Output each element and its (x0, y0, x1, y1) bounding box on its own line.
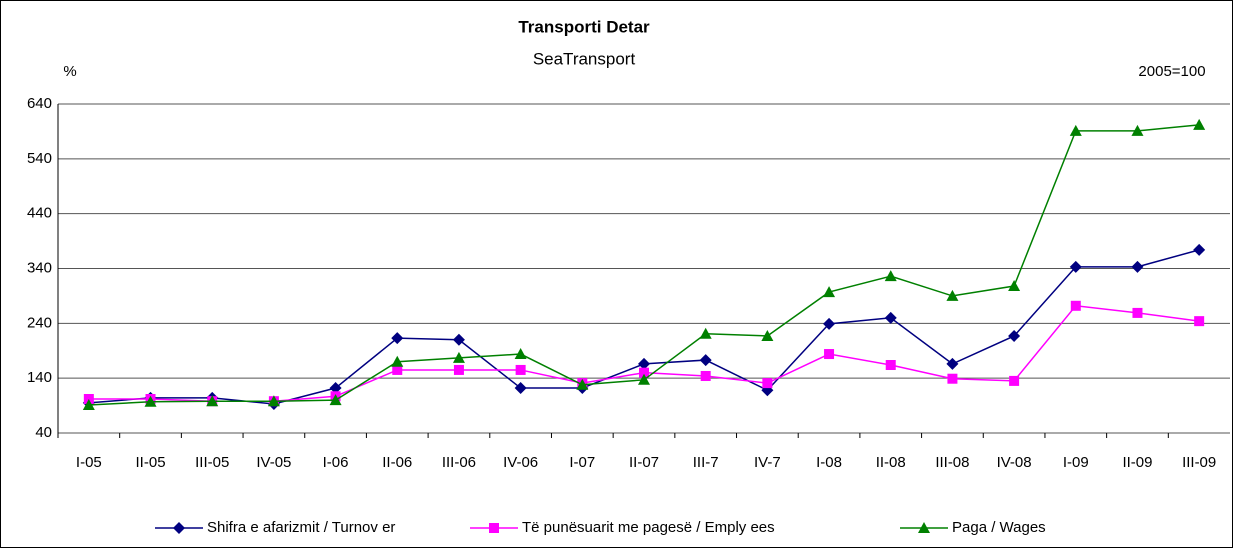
y-tick-label: 640 (27, 95, 52, 112)
x-tick-label: I-08 (816, 454, 842, 471)
marker (1193, 243, 1206, 256)
chart-title: Transporti Detar (518, 17, 650, 36)
marker (824, 349, 835, 360)
marker (1009, 375, 1020, 386)
y-tick-label: 540 (27, 150, 52, 167)
annotation: 2005=100 (1138, 63, 1205, 80)
marker (329, 394, 342, 406)
x-tick-label: II-06 (382, 454, 412, 471)
marker (1131, 124, 1144, 136)
legend-label: Shifra e afarizmit / Turnov er (207, 519, 395, 536)
y-tick-label: 140 (27, 369, 52, 386)
legend-label: Të punësuarit me pagesë / Emply ees (522, 519, 775, 536)
marker (885, 360, 896, 371)
marker (1193, 118, 1206, 130)
marker (514, 382, 527, 395)
marker (514, 348, 527, 360)
marker (1132, 307, 1143, 318)
marker (206, 395, 219, 407)
marker (1131, 260, 1144, 273)
marker (267, 395, 280, 407)
x-tick-label: IV-7 (754, 454, 781, 471)
x-tick-label: III-05 (195, 454, 229, 471)
marker (453, 364, 464, 375)
marker (515, 364, 526, 375)
x-tick-label: II-05 (136, 454, 166, 471)
marker (1008, 280, 1021, 292)
legend-label: Paga / Wages (952, 519, 1046, 536)
marker (823, 317, 836, 330)
marker (391, 355, 404, 367)
marker (884, 270, 897, 282)
marker (823, 286, 836, 298)
y-tick-label: 40 (35, 424, 52, 441)
marker (884, 311, 897, 324)
marker (391, 332, 404, 345)
marker (638, 357, 650, 370)
marker (700, 370, 711, 381)
marker (918, 522, 930, 533)
marker (1008, 329, 1021, 342)
marker (489, 523, 499, 533)
x-tick-label: IV-05 (256, 454, 291, 471)
marker (452, 333, 465, 346)
x-tick-label: I-06 (323, 454, 349, 471)
marker (329, 382, 342, 395)
x-tick-label: III-09 (1182, 454, 1216, 471)
y-tick-label: 440 (27, 205, 52, 222)
x-tick-label: II-07 (629, 454, 659, 471)
marker (144, 395, 157, 407)
marker (1070, 300, 1081, 311)
marker (699, 354, 712, 367)
marker (762, 378, 773, 389)
marker (639, 367, 649, 378)
x-tick-label: IV-08 (997, 454, 1032, 471)
x-tick-label: III-08 (935, 454, 969, 471)
marker (946, 289, 959, 301)
x-tick-label: I-07 (569, 454, 595, 471)
marker (699, 327, 712, 339)
x-tick-label: III-06 (442, 454, 476, 471)
marker (452, 351, 465, 363)
y-tick-label: 340 (27, 259, 52, 276)
marker (947, 373, 958, 384)
marker (1194, 316, 1205, 327)
marker (761, 329, 774, 341)
y-axis-label: % (63, 63, 76, 80)
x-tick-label: III-7 (693, 454, 719, 471)
chart-subtitle: SeaTransport (533, 49, 636, 68)
marker (946, 357, 959, 370)
marker (1069, 124, 1082, 136)
x-tick-label: I-05 (76, 454, 102, 471)
marker (638, 373, 650, 385)
marker (82, 399, 95, 411)
x-tick-label: II-09 (1122, 454, 1152, 471)
marker (576, 378, 589, 390)
y-tick-label: 240 (27, 314, 52, 331)
x-tick-label: II-08 (876, 454, 906, 471)
marker (392, 364, 403, 375)
marker (1069, 260, 1082, 273)
x-tick-label: IV-06 (503, 454, 538, 471)
marker (83, 394, 94, 405)
x-tick-label: I-09 (1063, 454, 1089, 471)
marker (173, 522, 185, 534)
